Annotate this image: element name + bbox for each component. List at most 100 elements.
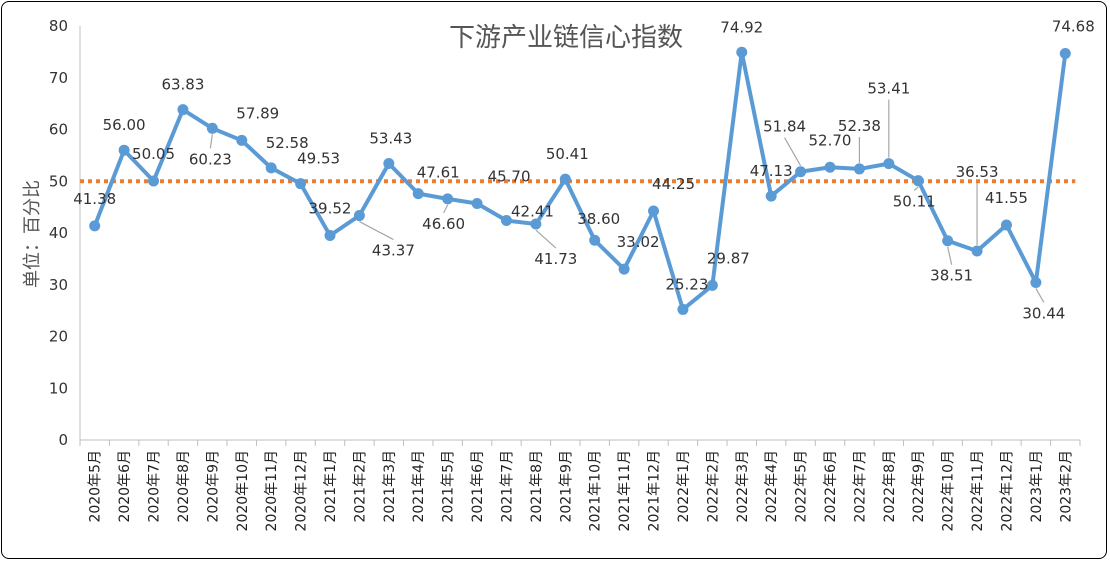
data-label: 60.23 [189,150,232,168]
x-tick-label: 2023年1月 [1029,450,1045,523]
x-tick-label: 2021年11月 [617,450,633,531]
x-tick-label: 2020年11月 [264,450,280,531]
data-point [177,104,189,116]
data-label: 38.60 [577,210,620,228]
x-tick-label: 2021年7月 [499,450,515,523]
data-label: 50.05 [132,145,175,163]
data-label: 47.13 [750,162,793,180]
data-point [530,218,542,230]
data-label: 30.44 [1022,304,1065,322]
chart-title: 下游产业链信心指数 [449,23,683,53]
data-point [118,144,130,156]
y-tick-label: 60 [49,121,68,139]
label-leader-line [784,137,802,167]
data-point [853,163,865,175]
data-point [765,190,777,202]
x-tick-label: 2022年8月 [882,450,898,523]
data-label: 56.00 [103,116,146,134]
label-leader-line [1035,288,1045,303]
data-label: 57.89 [236,104,279,122]
data-point [648,205,660,217]
data-label: 50.41 [546,145,589,163]
data-label: 53.43 [369,129,412,147]
x-tick-label: 2022年12月 [999,450,1015,531]
data-point [1030,276,1042,288]
label-leader-line [947,246,953,265]
x-tick-label: 2020年8月 [176,450,192,523]
data-point [148,175,160,187]
label-leader-line [209,134,213,149]
data-label: 51.84 [763,118,806,136]
data-point [236,134,248,146]
data-label: 39.52 [309,199,352,217]
x-tick-label: 2021年12月 [647,450,663,531]
data-point [942,235,954,247]
x-tick-label: 2021年5月 [441,450,457,523]
label-leader-line [443,204,449,214]
axes: 0 10 20 30 40 50 60 70 80 2020年5月 2020年6月 2020年7月 20… [49,17,1081,531]
data-point [206,122,218,134]
x-tick-label: 2022年9月 [911,450,927,523]
data-point [353,210,365,222]
data-point [324,229,336,241]
label-leader-line [359,221,394,241]
data-label: 29.87 [707,249,750,267]
x-tick-label: 2021年10月 [588,450,604,531]
data-label: 41.38 [73,190,116,208]
series-line [92,50,1068,312]
x-tick-label: 2020年6月 [117,450,133,523]
x-tick-label: 2022年7月 [852,450,868,523]
x-tick-label: 2023年2月 [1058,450,1074,523]
data-point [265,162,277,174]
data-label: 36.53 [956,163,999,181]
x-tick-label: 2022年3月 [735,450,751,523]
data-label: 53.41 [867,80,910,98]
x-tick-label: 2022年11月 [970,450,986,531]
data-point [412,188,424,200]
label-leader-line [535,229,557,249]
series-polyline [92,50,1068,312]
x-tick-label: 2022年6月 [823,450,839,523]
x-tick-label: 2021年8月 [529,450,545,523]
data-label: 25.23 [665,275,708,293]
data-label: 41.73 [534,250,577,268]
x-tick-label: 2022年2月 [705,450,721,523]
y-tick-label: 10 [49,379,68,397]
data-point [706,279,718,291]
x-tick-label: 2021年4月 [411,450,427,523]
data-point [471,198,483,210]
x-tick-label: 2022年10月 [941,450,957,531]
y-tick-label: 70 [49,69,68,87]
data-point [1059,48,1071,60]
x-tick-label: 2021年1月 [323,450,339,523]
data-label: 43.37 [372,242,415,260]
y-tick-label: 40 [49,224,68,242]
data-label: 50.11 [893,193,936,211]
data-label: 38.51 [930,267,973,285]
leader-lines [209,99,1045,303]
label-leader-line [913,186,919,192]
y-axis-label: 单位：百分比 [22,180,43,288]
data-points [89,46,1071,315]
data-point [295,178,307,190]
x-tick-label: 2020年12月 [294,450,310,531]
data-label: 33.02 [617,233,660,251]
y-tick-label: 50 [49,172,68,190]
data-point [618,263,630,275]
x-tick-label: 2021年3月 [382,450,398,523]
data-label: 46.60 [422,215,465,233]
data-labels: 41.38 56.00 50.05 63.83 60.23 57.89 52.5849.53… [73,18,1095,323]
data-point [736,46,748,58]
data-point [559,173,571,185]
data-point [824,161,836,173]
x-tick-label: 2022年5月 [794,450,810,523]
data-label: 52.38 [838,117,881,135]
data-label: 52.70 [809,131,852,149]
data-label: 49.53 [297,150,340,168]
data-point [589,234,601,246]
data-label: 74.68 [1052,18,1095,36]
y-tick-label: 30 [49,276,68,294]
data-label: 45.70 [488,168,531,186]
data-label: 44.25 [652,175,695,193]
